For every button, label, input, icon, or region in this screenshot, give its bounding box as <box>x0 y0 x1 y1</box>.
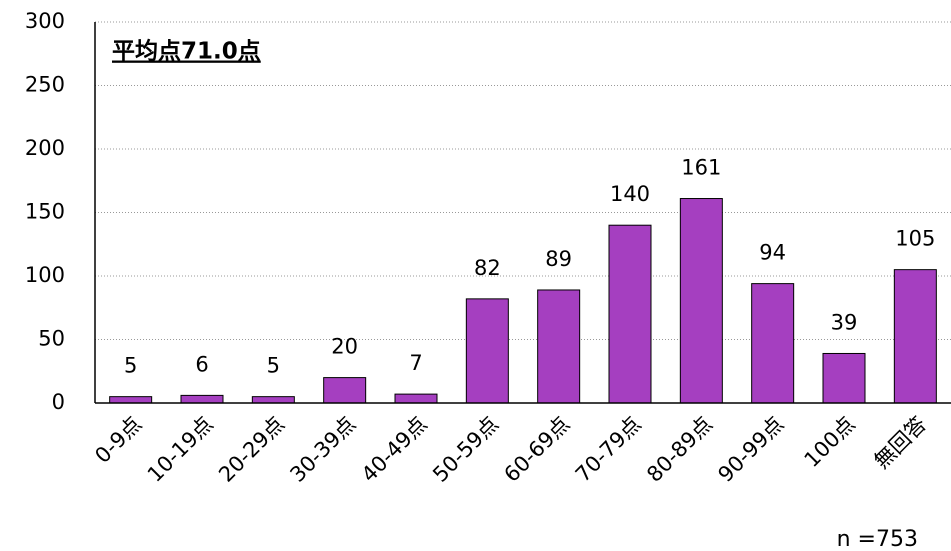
bar <box>608 224 652 404</box>
y-tick-label: 0 <box>52 390 65 414</box>
x-tick-label: 90-99点 <box>713 412 788 487</box>
bar <box>679 198 723 404</box>
data-label: 82 <box>474 256 501 280</box>
data-label: 5 <box>267 354 280 378</box>
data-label: 94 <box>759 241 786 265</box>
x-tick-label: 0-9点 <box>90 412 146 468</box>
chart-title: 平均点71.0点 <box>112 38 261 65</box>
bar <box>251 396 295 404</box>
x-tick-label: 50-59点 <box>428 412 503 487</box>
annotation: n =753 <box>837 527 918 551</box>
bar <box>751 283 795 404</box>
x-tick-label: 10-19点 <box>143 412 218 487</box>
data-label: 7 <box>409 351 422 375</box>
bar <box>109 396 153 404</box>
data-label: 89 <box>545 247 572 271</box>
x-tick-label: 70-79点 <box>571 412 646 487</box>
data-label: 161 <box>681 156 721 180</box>
x-tick-label: 80-89点 <box>642 412 717 487</box>
bar <box>537 289 581 404</box>
y-tick-label: 100 <box>25 263 65 287</box>
data-label: 20 <box>331 335 358 359</box>
y-tick-label: 250 <box>25 73 65 97</box>
data-label: 6 <box>195 352 208 376</box>
bar <box>180 394 224 404</box>
x-tick-label: 30-39点 <box>285 412 360 487</box>
x-tick-label: 無回答 <box>870 412 932 474</box>
x-tick-label: 40-49点 <box>357 412 432 487</box>
data-label: 39 <box>831 310 858 334</box>
bar <box>893 269 937 404</box>
bar <box>822 352 866 404</box>
data-label: 5 <box>124 354 137 378</box>
bar <box>465 298 509 404</box>
y-tick-label: 200 <box>25 136 65 160</box>
bar <box>323 377 367 404</box>
y-tick-label: 300 <box>25 9 65 33</box>
bar <box>394 393 438 404</box>
x-tick-label: 60-69点 <box>499 412 574 487</box>
data-label: 140 <box>610 182 650 206</box>
data-label: 105 <box>895 227 935 251</box>
y-tick-label: 50 <box>38 327 65 351</box>
y-tick-label: 150 <box>25 200 65 224</box>
x-tick-label: 100点 <box>800 412 860 472</box>
x-tick-label: 20-29点 <box>214 412 289 487</box>
